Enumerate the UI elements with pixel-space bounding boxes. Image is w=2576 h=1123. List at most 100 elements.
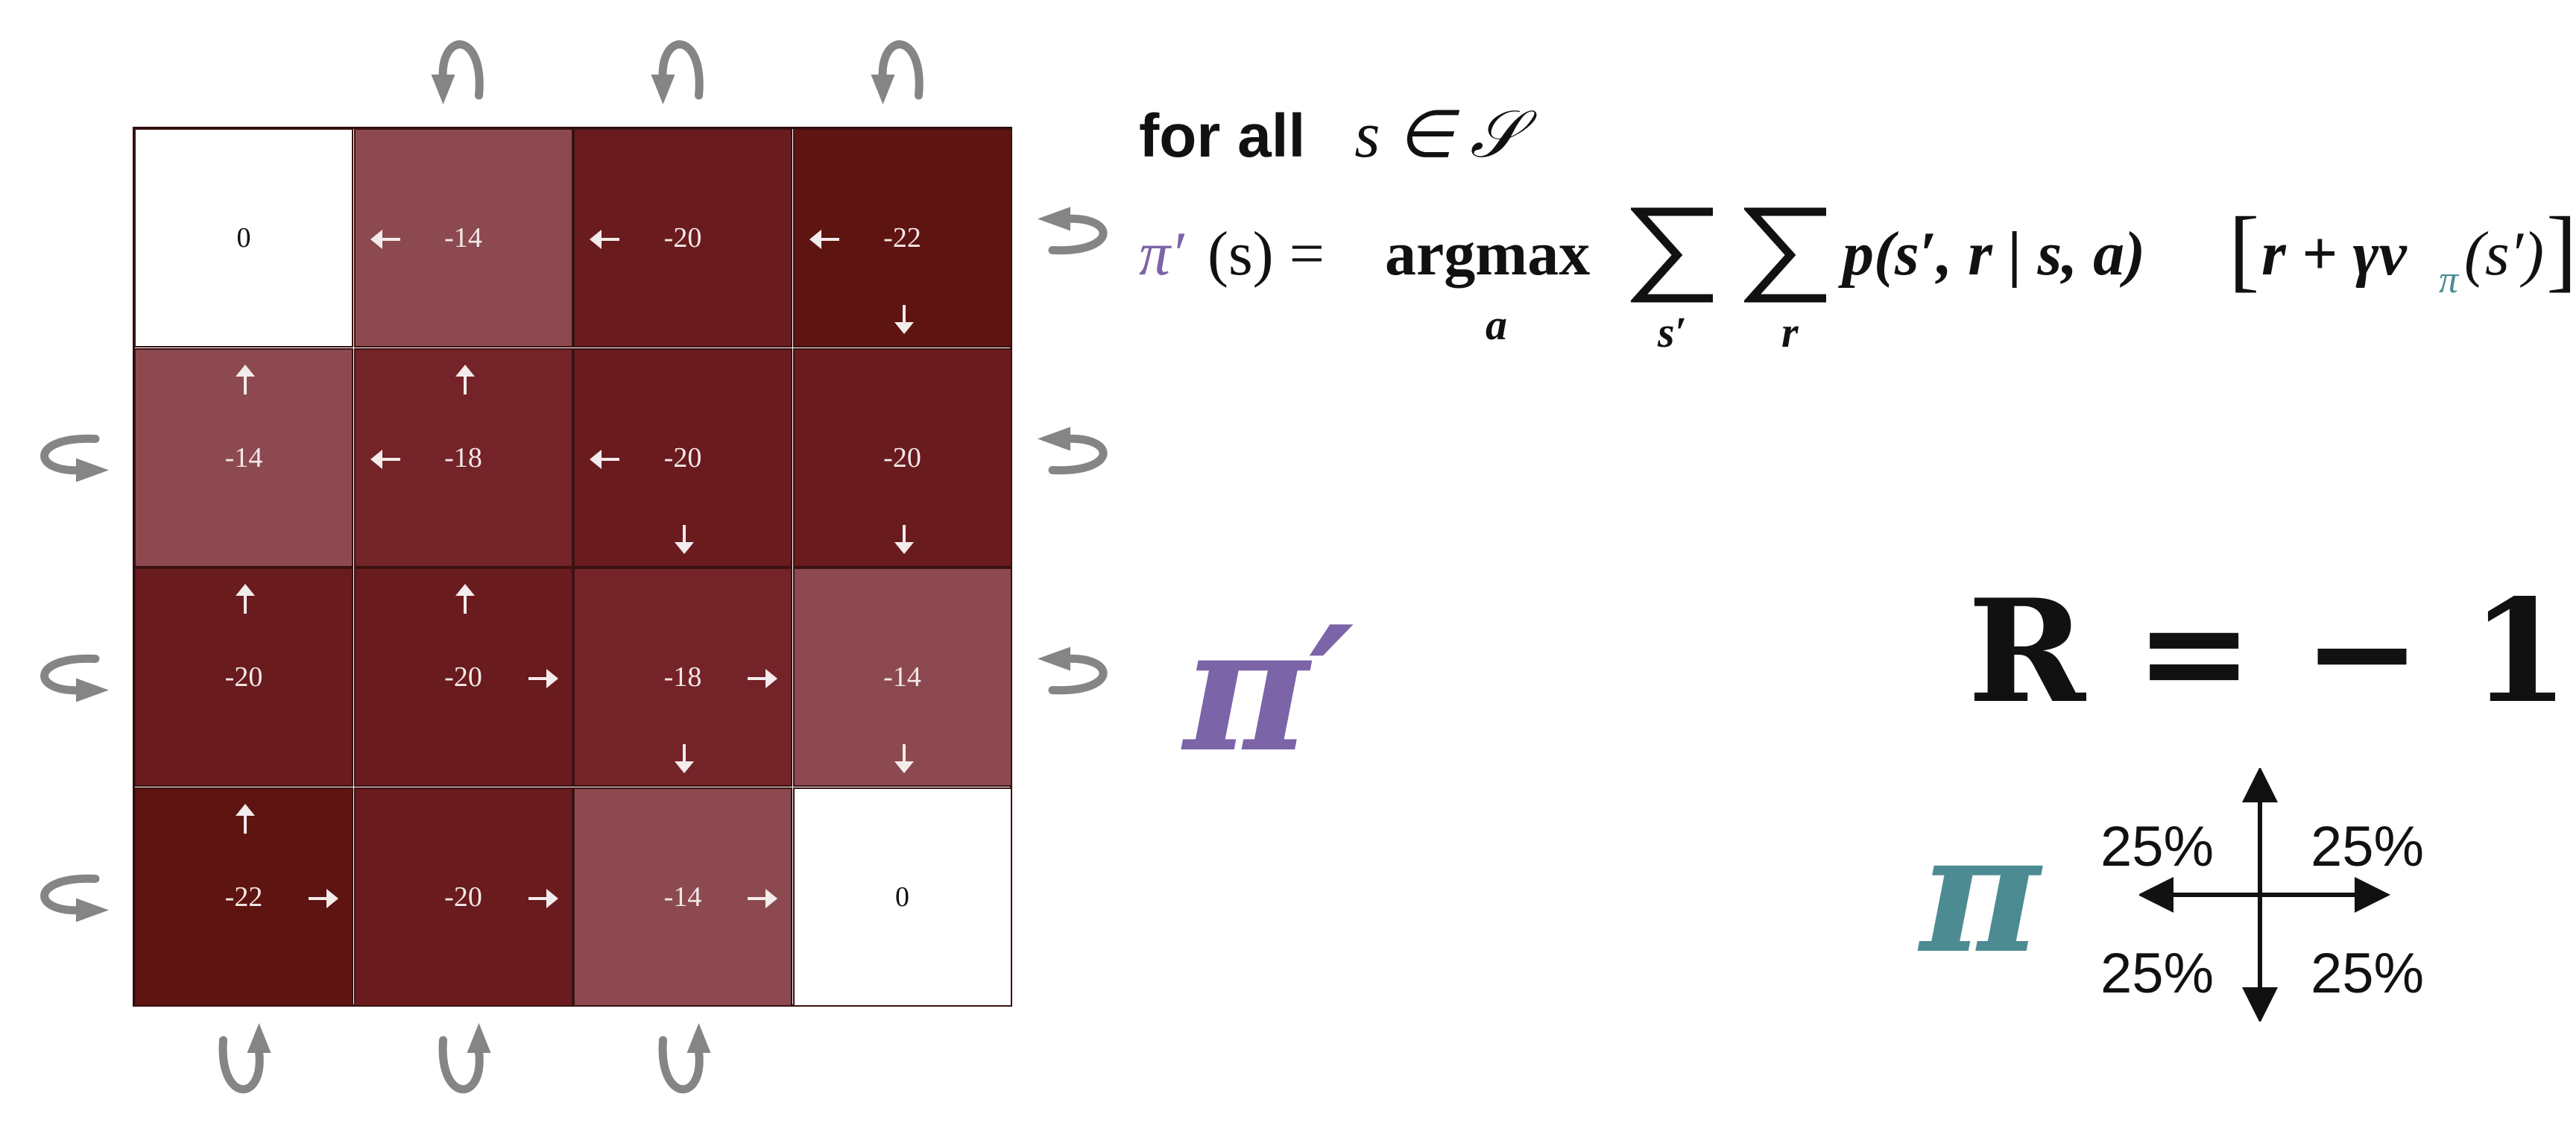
grid-cell: -20 [573,347,792,567]
summation-sign-1 [1631,207,1713,303]
bounce-right-arrow-icon-head [1038,647,1070,671]
bounce-right-arrow-icon-head [1038,207,1070,231]
bounce-right-arrow-icon [1048,434,1108,475]
pct-up-label: 25% [2100,815,2214,878]
grid-cell: -14 [134,347,353,567]
grid-cell: -14 [573,787,792,1007]
bounce-bottom-arrow-icon [218,1036,264,1094]
s-in-state-set: s ∈ 𝒮 [1354,99,1521,172]
arrow-up-icon [236,803,255,816]
cell-value: -22 [883,222,921,254]
four-direction-arrows [2139,768,2390,1022]
arrow-right-icon [546,888,558,908]
bounce-left-arrow-icon-head [76,898,109,922]
grid-cell: -18 [573,567,792,787]
cell-value: -14 [444,222,482,254]
arrow-up-icon [455,584,475,596]
arrow-left-icon [590,230,602,249]
cell-policy-arrows [894,524,914,554]
cell-policy-arrows [236,584,255,614]
cell-value: -18 [663,661,702,693]
cell-policy-arrows [455,584,558,688]
cell-policy-arrows [370,364,475,469]
grid-cell: -20 [134,567,353,787]
formula-bracket-open: [ [2229,198,2260,301]
cell-value: -14 [663,881,702,913]
bounce-bottom-arrow-icon-head [467,1023,491,1053]
arrow-down-icon [894,761,914,773]
bounce-left-arrow-icon [40,874,100,915]
cell-value: -20 [224,661,263,693]
cell-policy-arrows [809,230,914,334]
bounce-bottom-arrow-icon [438,1036,484,1094]
cell-value: -20 [444,881,482,913]
cell-value: -22 [224,881,263,913]
cell-policy-arrows [136,130,355,349]
formula-bracket-close: ] [2546,198,2576,301]
policy-improvement-formula: π′ (s) = argmax a s′ r p(s′, r | s, a) [… [1139,195,2576,389]
arrow-left-icon [370,230,382,249]
formula-return-term: r + γv [2261,219,2407,289]
formula-argmax-sub: a [1486,301,1507,349]
cell-policy-arrows [795,789,1014,1008]
cell-value: -20 [663,222,702,254]
grid-cell: -20 [573,128,792,347]
bounce-top-arrow-icon-head [651,75,675,104]
formula-pi-prime: π′ [1139,218,1184,290]
cell-policy-arrows [236,803,338,908]
improved-policy-label: π′ [1184,589,1354,790]
arrow-down-icon [675,761,694,773]
bounce-left-arrow-icon-head [76,458,109,482]
bounce-top-arrow-icon-head [431,75,455,104]
summation-sign-2 [1744,207,1826,303]
arrow-left-icon [370,449,382,469]
arrow-right-icon [326,888,338,908]
arrow-right-icon [765,888,777,908]
cell-policy-arrows [370,230,400,249]
random-policy-label: π [1920,796,2041,990]
grid-cell: -22 [134,787,353,1007]
grid-cell: -18 [353,347,573,567]
formula-lhs-rest: (s) = [1208,219,1325,289]
formula-pi-prime-symbol: π′ [1139,219,1184,289]
reward-label: R = − 1 [1968,568,2569,734]
cell-policy-arrows [590,230,619,249]
grid-cell: -14 [353,128,573,347]
bounce-bottom-arrow-icon-head [686,1023,711,1053]
formula-argmax: argmax [1385,219,1591,289]
arrow-up-icon [455,364,475,377]
bounce-left-arrow-icon-head [76,678,109,702]
cell-policy-arrows [894,744,914,773]
grid-cell: 0 [134,128,353,347]
cell-value: -20 [663,441,702,474]
arrow-down-icon [894,541,914,554]
formula-next-state: (s′) [2464,219,2545,289]
bounce-top-arrow-icon [878,40,924,100]
arrow-right-icon [765,669,777,688]
bounce-right-arrow-icon [1048,654,1108,695]
cell-policy-arrows [675,669,777,773]
pct-right-label: 25% [2311,815,2425,878]
cell-value: 0 [236,222,251,254]
bounce-top-arrow-icon-head [871,75,895,104]
bounce-right-arrow-icon-head [1038,427,1070,451]
for-all-text: for all [1139,102,1306,170]
formula-transition-prob: p(s′, r | s, a) [1843,219,2146,289]
grid-cell: -20 [792,347,1012,567]
formula-for-all-line: for all s ∈ 𝒮 [1139,95,1521,174]
gridworld-grid: 0 -14 -20 -22 -14 -18 -20 -20 -20 -20 -18 -14 -22 -20… [133,127,1012,1007]
cell-value: -14 [883,661,921,693]
bounce-top-arrow-icon [658,40,704,100]
pct-down-label: 25% [2311,942,2425,1005]
arrow-down-icon [894,322,914,334]
cell-value: 0 [895,881,909,913]
grid-cell: -22 [792,128,1012,347]
pct-left-label: 25% [2100,942,2214,1005]
cell-policy-arrows [590,449,694,554]
formula-sum1-sub: s′ [1658,308,1687,356]
cell-value: -20 [883,441,921,474]
bounce-left-arrow-icon [40,654,100,695]
bounce-right-arrow-icon [1048,214,1108,255]
